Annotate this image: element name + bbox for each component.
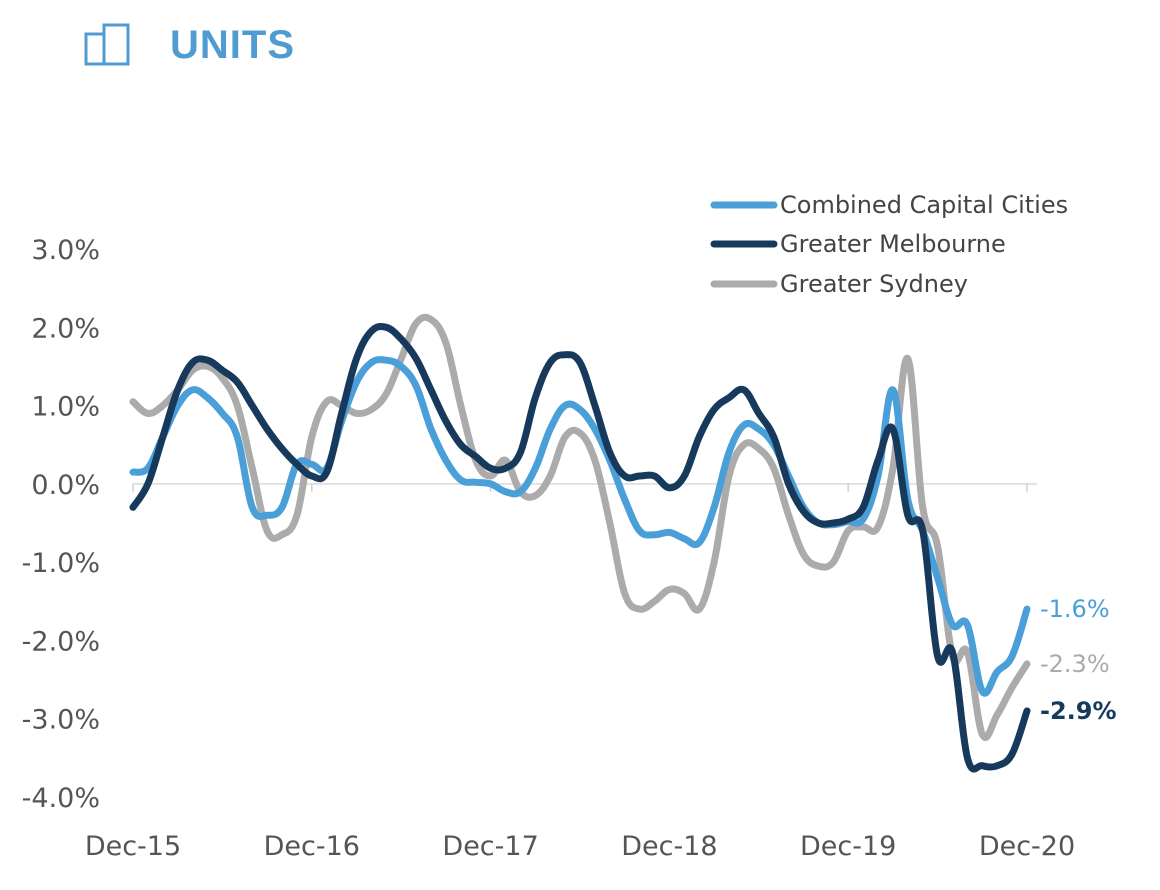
series-line-greater-melbourne (129, 322, 1031, 773)
y-tick-label: 3.0% (31, 235, 100, 266)
chart-header: UNITS (84, 22, 295, 68)
x-tick-label: Dec-16 (264, 831, 360, 862)
end-value-labels: -1.6% -2.9% -2.3% (1040, 595, 1117, 725)
y-tick-label: -2.0% (22, 626, 100, 657)
legend-label: Combined Capital Cities (780, 191, 1068, 219)
x-tick-label: Dec-15 (85, 831, 181, 862)
units-building-icon (84, 22, 132, 68)
y-tick-label: 0.0% (31, 470, 100, 501)
x-tick-label: Dec-19 (800, 831, 896, 862)
end-label-combined-capital-cities: -1.6% (1040, 595, 1110, 623)
legend-label: Greater Sydney (780, 270, 968, 298)
y-tick-label: -4.0% (22, 783, 100, 814)
page-title: UNITS (170, 22, 295, 67)
legend-item-combined-capital-cities: Combined Capital Cities (710, 191, 1068, 219)
y-tick-label: -1.0% (22, 548, 100, 579)
end-label-greater-sydney: -2.3% (1040, 650, 1110, 678)
x-axis: Dec-15 Dec-16 Dec-17 Dec-18 Dec-19 Dec-20 (85, 483, 1075, 862)
legend-item-greater-sydney: Greater Sydney (710, 270, 968, 298)
legend-item-greater-melbourne: Greater Melbourne (710, 230, 1006, 258)
end-label-greater-melbourne: -2.9% (1040, 697, 1117, 725)
legend: Combined Capital Cities Greater Melbourne… (710, 191, 1068, 298)
series-lines (129, 313, 1031, 773)
y-axis: 3.0% 2.0% 1.0% 0.0% -1.0% -2.0% -3.0% -4.0% (22, 235, 100, 814)
x-tick-label: Dec-18 (621, 831, 717, 862)
series-line-greater-sydney (129, 313, 1031, 741)
x-tick-label: Dec-20 (979, 831, 1075, 862)
y-tick-label: -3.0% (22, 705, 100, 736)
y-tick-label: 2.0% (31, 313, 100, 344)
legend-label: Greater Melbourne (780, 230, 1006, 258)
x-tick-label: Dec-17 (442, 831, 538, 862)
y-tick-label: 1.0% (31, 392, 100, 423)
